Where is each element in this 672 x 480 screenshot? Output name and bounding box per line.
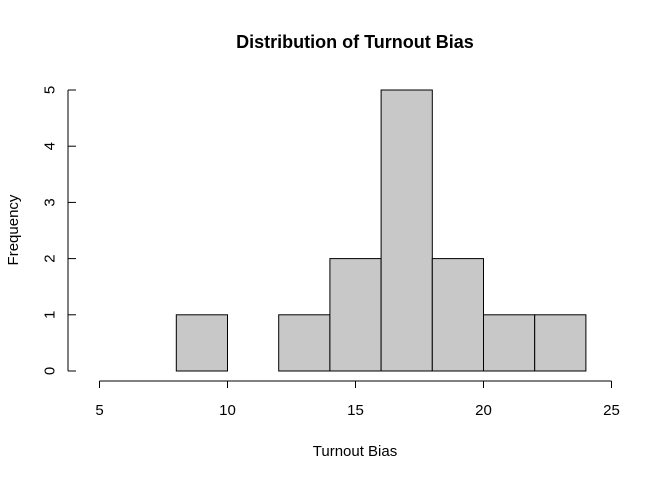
histogram-bar <box>175 314 229 372</box>
y-tick-label: 5 <box>42 86 59 94</box>
y-tick-label: 4 <box>42 142 59 150</box>
x-tick-label: 10 <box>219 402 236 419</box>
chart-title: Distribution of Turnout Bias <box>236 32 474 52</box>
histogram-bar <box>329 258 382 372</box>
x-axis: 5 10 15 20 25 <box>95 380 620 419</box>
x-axis-label: Turnout Bias <box>313 443 398 460</box>
histogram-bar <box>380 89 433 372</box>
bars-group <box>175 89 587 372</box>
y-tick-label: 0 <box>42 367 59 375</box>
x-tick-label: 5 <box>95 402 103 419</box>
y-axis-label: Frequency <box>5 194 22 265</box>
y-axis: 0 1 2 3 4 5 <box>42 86 76 375</box>
y-tick-label: 1 <box>42 311 59 319</box>
y-tick-label: 3 <box>42 198 59 206</box>
x-tick-label: 20 <box>475 402 492 419</box>
x-tick-label: 15 <box>347 402 364 419</box>
x-tick-label: 25 <box>603 402 620 419</box>
y-tick-label: 2 <box>42 254 59 262</box>
histogram-bar <box>534 314 587 372</box>
histogram-bar <box>431 258 484 372</box>
histogram-bar <box>483 314 536 372</box>
histogram-bar <box>278 314 331 372</box>
